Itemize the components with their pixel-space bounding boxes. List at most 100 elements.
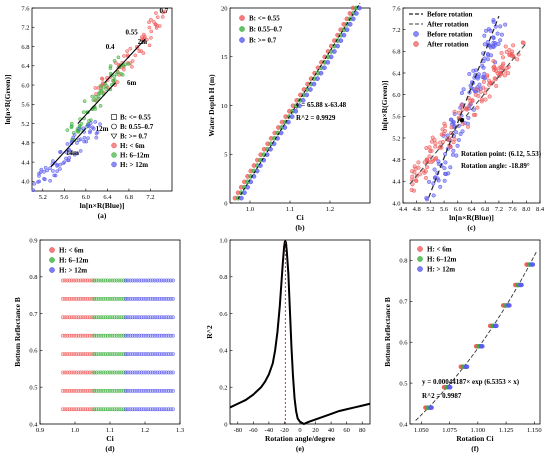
data-point-before bbox=[443, 160, 448, 165]
data-point bbox=[152, 20, 156, 24]
data-point bbox=[322, 65, 327, 71]
data-point bbox=[354, 11, 359, 16]
legend-label: H: < 6m bbox=[427, 246, 452, 254]
data-point bbox=[171, 407, 175, 412]
data-point bbox=[308, 87, 313, 92]
x-tick-label: 5.2 bbox=[426, 206, 434, 213]
legend-label: H: < 6m bbox=[59, 247, 84, 255]
data-point-before bbox=[461, 87, 466, 92]
data-point bbox=[48, 166, 52, 171]
y-tick-label: 15 bbox=[221, 54, 228, 61]
data-point-after bbox=[466, 124, 471, 129]
data-point-after bbox=[460, 122, 465, 127]
legend-marker bbox=[417, 256, 423, 262]
y-tick-label: 6.0 bbox=[392, 92, 400, 99]
legend-marker bbox=[413, 41, 419, 47]
data-point bbox=[77, 126, 81, 131]
data-point-after bbox=[500, 55, 506, 60]
data-point bbox=[130, 64, 134, 69]
data-point bbox=[147, 20, 151, 25]
y-tick-label: 4.8 bbox=[21, 140, 29, 147]
data-point-after bbox=[452, 109, 457, 114]
data-point bbox=[112, 74, 117, 79]
data-point-before bbox=[488, 28, 493, 33]
data-point bbox=[171, 296, 175, 301]
data-point-after bbox=[451, 140, 456, 145]
data-point-before bbox=[480, 75, 485, 80]
data-point bbox=[300, 97, 306, 103]
data-point-before bbox=[491, 35, 496, 41]
data-point bbox=[39, 167, 44, 172]
data-point-after bbox=[470, 98, 475, 104]
data-point-before bbox=[442, 178, 447, 183]
data-point-after bbox=[487, 80, 493, 85]
legend-marker bbox=[111, 142, 117, 149]
legend-marker bbox=[49, 257, 55, 263]
x-tick-label: 1.075 bbox=[442, 427, 457, 434]
x-axis-label: ln[n×R(Blue)] bbox=[80, 201, 125, 210]
data-point bbox=[95, 130, 100, 135]
data-point bbox=[99, 76, 104, 81]
y-tick-label: 0.6 bbox=[29, 348, 38, 355]
data-point-before bbox=[436, 178, 441, 183]
data-point-after bbox=[433, 156, 438, 162]
data-point-after bbox=[498, 72, 503, 77]
data-point bbox=[86, 136, 90, 141]
data-point bbox=[58, 149, 63, 154]
panel-d: 0.9 1.0 1.1 1.2 1.3 0.4 0.5 0.6 0.7 0.8 0.9 Ci Botto… bbox=[13, 237, 184, 453]
data-point-after bbox=[425, 157, 430, 162]
data-point bbox=[43, 165, 48, 170]
data-point bbox=[297, 103, 302, 109]
data-point bbox=[121, 63, 126, 68]
data-point bbox=[84, 139, 89, 144]
data-point bbox=[160, 15, 165, 19]
y-tick-label: 0.6 bbox=[219, 311, 228, 318]
data-point bbox=[149, 29, 154, 34]
panel-label: (f) bbox=[471, 444, 479, 453]
data-point bbox=[122, 54, 126, 58]
data-point bbox=[149, 35, 153, 40]
y-tick-label: 6.4 bbox=[392, 70, 401, 77]
y-tick-label: 0.4 bbox=[399, 421, 408, 428]
data-point bbox=[79, 121, 84, 126]
data-point bbox=[125, 49, 129, 54]
fit-line bbox=[77, 82, 116, 124]
panel-e: -80 -60 -40 -20 0 20 40 60 80 0 0.2 0.4 0.6 0.8 1.0 Rot… bbox=[205, 237, 371, 453]
data-point bbox=[507, 303, 512, 308]
legend-marker bbox=[49, 247, 55, 253]
x-tick-label: 5.6 bbox=[440, 206, 449, 213]
data-point bbox=[98, 122, 102, 126]
legend-marker bbox=[417, 266, 423, 272]
data-point-before bbox=[485, 57, 490, 62]
y-tick-label: 4.4 bbox=[21, 159, 30, 166]
data-point-after bbox=[429, 148, 434, 153]
y-tick-label: 0.8 bbox=[29, 274, 37, 281]
data-point bbox=[341, 32, 347, 38]
data-point bbox=[141, 32, 146, 37]
data-point-before bbox=[471, 107, 476, 112]
y-tick-label: 6.8 bbox=[392, 49, 400, 56]
data-point-before bbox=[432, 167, 437, 172]
data-point-before bbox=[481, 65, 486, 70]
rotation-point bbox=[459, 117, 465, 123]
annotation: 0.4 bbox=[106, 43, 115, 51]
data-point bbox=[254, 168, 260, 174]
data-point bbox=[239, 195, 244, 201]
data-point-after bbox=[438, 140, 443, 145]
data-point bbox=[171, 278, 175, 283]
data-point bbox=[90, 94, 95, 99]
data-point-after bbox=[443, 124, 448, 129]
data-point bbox=[242, 190, 247, 196]
y-axis-label: ln[n×R(Green)] bbox=[3, 75, 12, 125]
data-point-after bbox=[456, 110, 461, 115]
data-point-before bbox=[456, 137, 461, 143]
y-tick-label: 0.6 bbox=[399, 340, 408, 347]
y-tick-label: 6.8 bbox=[21, 44, 29, 51]
y-tick-label: 0.8 bbox=[219, 274, 227, 281]
x-tick-label: 6.4 bbox=[103, 194, 112, 201]
data-point bbox=[97, 91, 102, 96]
y-tick-label: 1.0 bbox=[219, 237, 227, 244]
legend-marker-circle bbox=[111, 123, 117, 130]
data-point bbox=[72, 133, 77, 137]
